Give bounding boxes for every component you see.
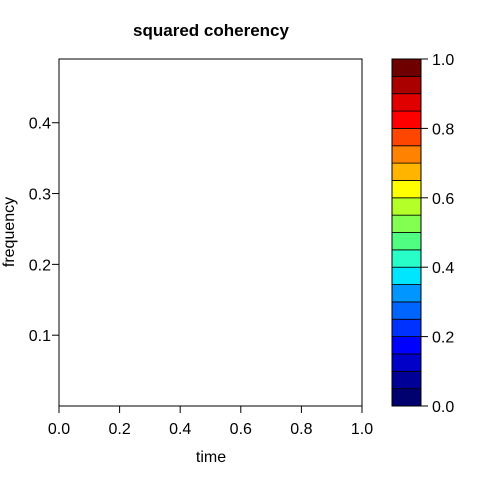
- colorbar-segment: [391, 110, 422, 129]
- x-tick-label: 0.0: [48, 421, 70, 438]
- colorbar-segment: [391, 353, 422, 372]
- y-axis-label: frequency: [1, 197, 18, 267]
- colorbar: [391, 58, 422, 407]
- y-axis: 0.1 0.2 0.3 0.4: [29, 116, 60, 345]
- colorbar-segment: [391, 336, 422, 355]
- colorbar-segment: [391, 180, 422, 199]
- colorbar-segment: [391, 266, 422, 285]
- colorbar-tick-label: 1.0: [432, 52, 454, 69]
- colorbar-segment: [391, 162, 422, 181]
- x-tick-label: 0.2: [108, 421, 130, 438]
- colorbar-tick-label: 0.2: [432, 330, 454, 347]
- colorbar-tick-label: 0.4: [432, 260, 454, 277]
- colorbar-segment: [391, 318, 422, 338]
- x-tick-label: 1.0: [351, 421, 373, 438]
- x-tick-label: 0.6: [230, 421, 252, 438]
- colorbar-axis: 0.0 0.2 0.4 0.6 0.8 1.0: [420, 52, 454, 416]
- colorbar-segment: [391, 197, 422, 216]
- colorbar-segment: [391, 127, 422, 147]
- x-axis-label: time: [196, 449, 226, 466]
- colorbar-tick-label: 0.0: [432, 399, 454, 416]
- colorbar-tick-label: 0.8: [432, 121, 454, 138]
- x-axis: 0.0 0.2 0.4 0.6 0.8 1.0: [48, 405, 373, 438]
- y-tick-label: 0.4: [29, 116, 51, 133]
- colorbar-segment: [391, 93, 422, 112]
- colorbar-segment: [391, 232, 422, 251]
- x-tick-label: 0.8: [290, 421, 312, 438]
- colorbar-segment: [391, 249, 422, 268]
- x-tick-label: 0.4: [169, 421, 191, 438]
- colorbar-tick-label: 0.6: [432, 191, 454, 208]
- y-tick-label: 0.2: [29, 257, 51, 274]
- colorbar-segment: [391, 75, 422, 95]
- plot-area: [58, 58, 363, 407]
- colorbar-segment: [391, 145, 422, 164]
- colorbar-segment: [391, 58, 422, 77]
- y-tick-label: 0.3: [29, 187, 51, 204]
- y-tick-label: 0.1: [29, 328, 51, 345]
- colorbar-segment: [391, 284, 422, 303]
- chart-title: squared coherency: [133, 21, 289, 40]
- colorbar-segment: [391, 370, 422, 390]
- colorbar-segment: [391, 214, 422, 233]
- colorbar-segment: [391, 388, 422, 407]
- colorbar-segment: [391, 301, 422, 320]
